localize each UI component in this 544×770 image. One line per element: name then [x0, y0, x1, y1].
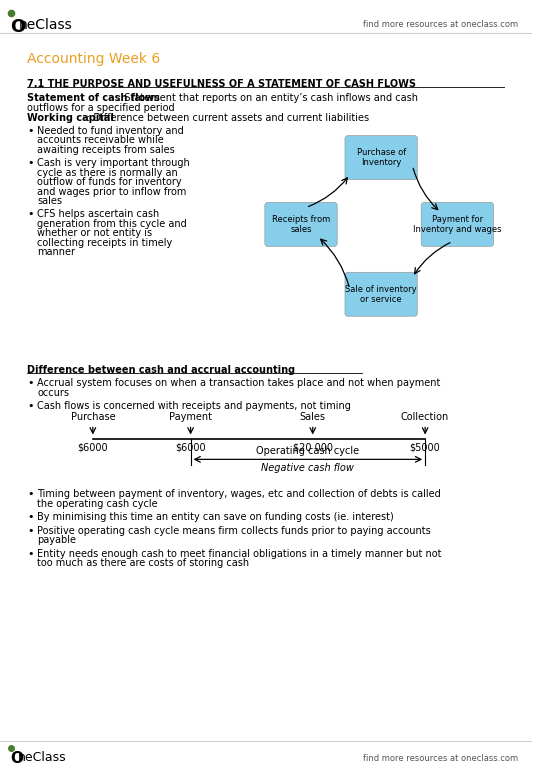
Text: $20 000: $20 000 — [293, 443, 333, 453]
Text: cycle as there is normally an: cycle as there is normally an — [37, 168, 178, 178]
FancyBboxPatch shape — [345, 273, 417, 316]
Text: : Statement that reports on an entity’s cash inflows and cash: : Statement that reports on an entity’s … — [119, 92, 418, 102]
Text: Accrual system focuses on when a transaction takes place and not when payment: Accrual system focuses on when a transac… — [37, 378, 441, 388]
Text: manner: manner — [37, 247, 75, 257]
Text: $6000: $6000 — [78, 443, 108, 453]
Text: Statement of cash flows: Statement of cash flows — [27, 92, 160, 102]
Text: generation from this cycle and: generation from this cycle and — [37, 219, 187, 229]
Text: By minimising this time an entity can save on funding costs (ie. interest): By minimising this time an entity can sa… — [37, 512, 394, 522]
Text: neClass: neClass — [17, 751, 66, 764]
Text: Payment for
Inventory and wages: Payment for Inventory and wages — [413, 215, 502, 234]
Text: outflow of funds for inventory: outflow of funds for inventory — [37, 177, 182, 187]
Text: Receipts from
sales: Receipts from sales — [272, 215, 330, 234]
Text: Cash is very important through: Cash is very important through — [37, 158, 190, 168]
Text: awaiting receipts from sales: awaiting receipts from sales — [37, 145, 175, 155]
Text: $6000: $6000 — [175, 443, 206, 453]
Text: Difference between cash and accrual accounting: Difference between cash and accrual acco… — [27, 365, 295, 375]
Text: accounts receivable while: accounts receivable while — [37, 136, 164, 146]
Text: neClass: neClass — [18, 18, 72, 32]
Text: Positive operating cash cycle means firm collects funds prior to paying accounts: Positive operating cash cycle means firm… — [37, 526, 431, 536]
Text: •: • — [27, 526, 34, 536]
Text: the operating cash cycle: the operating cash cycle — [37, 499, 158, 509]
Text: •: • — [27, 158, 34, 168]
Text: outflows for a specified period: outflows for a specified period — [27, 102, 175, 112]
Text: •: • — [27, 512, 34, 522]
Text: •: • — [27, 126, 34, 136]
Text: Sale of inventory
or service: Sale of inventory or service — [345, 285, 417, 304]
Text: O: O — [10, 751, 23, 766]
Text: payable: payable — [37, 535, 76, 545]
Text: •: • — [27, 489, 34, 499]
Text: sales: sales — [37, 196, 62, 206]
Text: Negative cash flow: Negative cash flow — [262, 464, 354, 474]
Text: Cash flows is concerned with receipts and payments, not timing: Cash flows is concerned with receipts an… — [37, 401, 351, 411]
Text: •: • — [27, 549, 34, 559]
Text: Collection: Collection — [401, 413, 449, 423]
Text: •: • — [27, 209, 34, 219]
Text: CFS helps ascertain cash: CFS helps ascertain cash — [37, 209, 159, 219]
FancyBboxPatch shape — [265, 203, 337, 246]
FancyBboxPatch shape — [421, 203, 493, 246]
Text: Payment: Payment — [169, 413, 212, 423]
Text: find more resources at oneclass.com: find more resources at oneclass.com — [363, 20, 518, 29]
Text: Accounting Week 6: Accounting Week 6 — [27, 52, 160, 66]
Text: whether or not entity is: whether or not entity is — [37, 229, 152, 239]
Text: collecting receipts in timely: collecting receipts in timely — [37, 238, 172, 248]
Text: and wages prior to inflow from: and wages prior to inflow from — [37, 186, 187, 196]
Text: Working capital: Working capital — [27, 112, 114, 122]
Text: Purchase: Purchase — [71, 413, 115, 423]
Text: Sales: Sales — [300, 413, 326, 423]
Text: Needed to fund inventory and: Needed to fund inventory and — [37, 126, 184, 136]
Text: Timing between payment of inventory, wages, etc and collection of debts is calle: Timing between payment of inventory, wag… — [37, 489, 441, 499]
Text: $5000: $5000 — [410, 443, 441, 453]
Text: •: • — [27, 378, 34, 388]
Text: find more resources at oneclass.com: find more resources at oneclass.com — [363, 754, 518, 763]
Text: •: • — [27, 401, 34, 411]
Text: Entity needs enough cash to meet financial obligations in a timely manner but no: Entity needs enough cash to meet financi… — [37, 549, 442, 559]
Text: too much as there are costs of storing cash: too much as there are costs of storing c… — [37, 558, 249, 568]
Text: Purchase of
Inventory: Purchase of Inventory — [356, 148, 406, 167]
FancyBboxPatch shape — [345, 136, 417, 179]
Text: Operating cash cycle: Operating cash cycle — [256, 447, 360, 457]
Text: occurs: occurs — [37, 387, 69, 397]
Text: 7.1 THE PURPOSE AND USEFULNESS OF A STATEMENT OF CASH FLOWS: 7.1 THE PURPOSE AND USEFULNESS OF A STAT… — [27, 79, 416, 89]
Text: O: O — [10, 18, 25, 36]
Text: : Difference between current assets and current liabilities: : Difference between current assets and … — [86, 112, 369, 122]
